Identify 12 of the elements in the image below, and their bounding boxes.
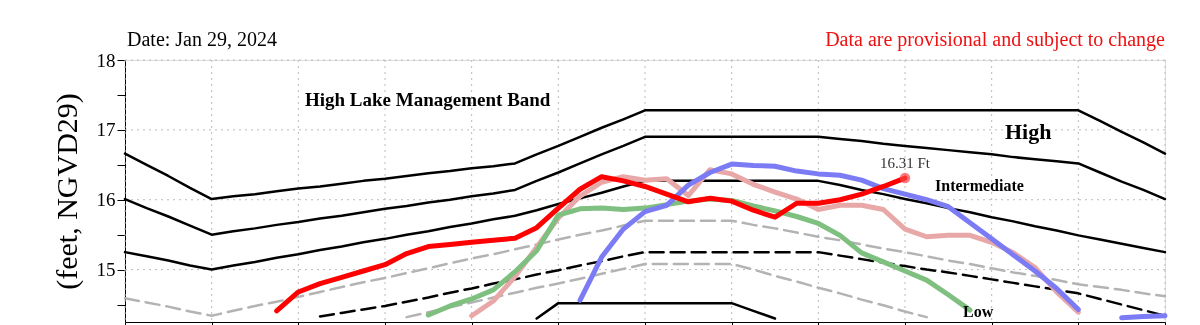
annotation: High — [1005, 119, 1052, 144]
annotation: Intermediate — [935, 177, 1024, 194]
y-axis-title: (feet, NGVD29) — [49, 93, 84, 290]
chart-title: Date: Jan 29, 2024 — [127, 28, 277, 50]
annotation: High Lake Management Band — [305, 89, 551, 110]
y-tick-label: 16 — [96, 189, 116, 211]
y-tick-label: 18 — [96, 49, 116, 71]
annotation: Low — [963, 303, 994, 320]
y-tick-label: 15 — [96, 259, 116, 281]
text: Data are provisional and subject to change — [825, 28, 1166, 51]
annotation: 16.31 Ft — [879, 155, 931, 172]
y-tick-label: 17 — [96, 119, 116, 141]
